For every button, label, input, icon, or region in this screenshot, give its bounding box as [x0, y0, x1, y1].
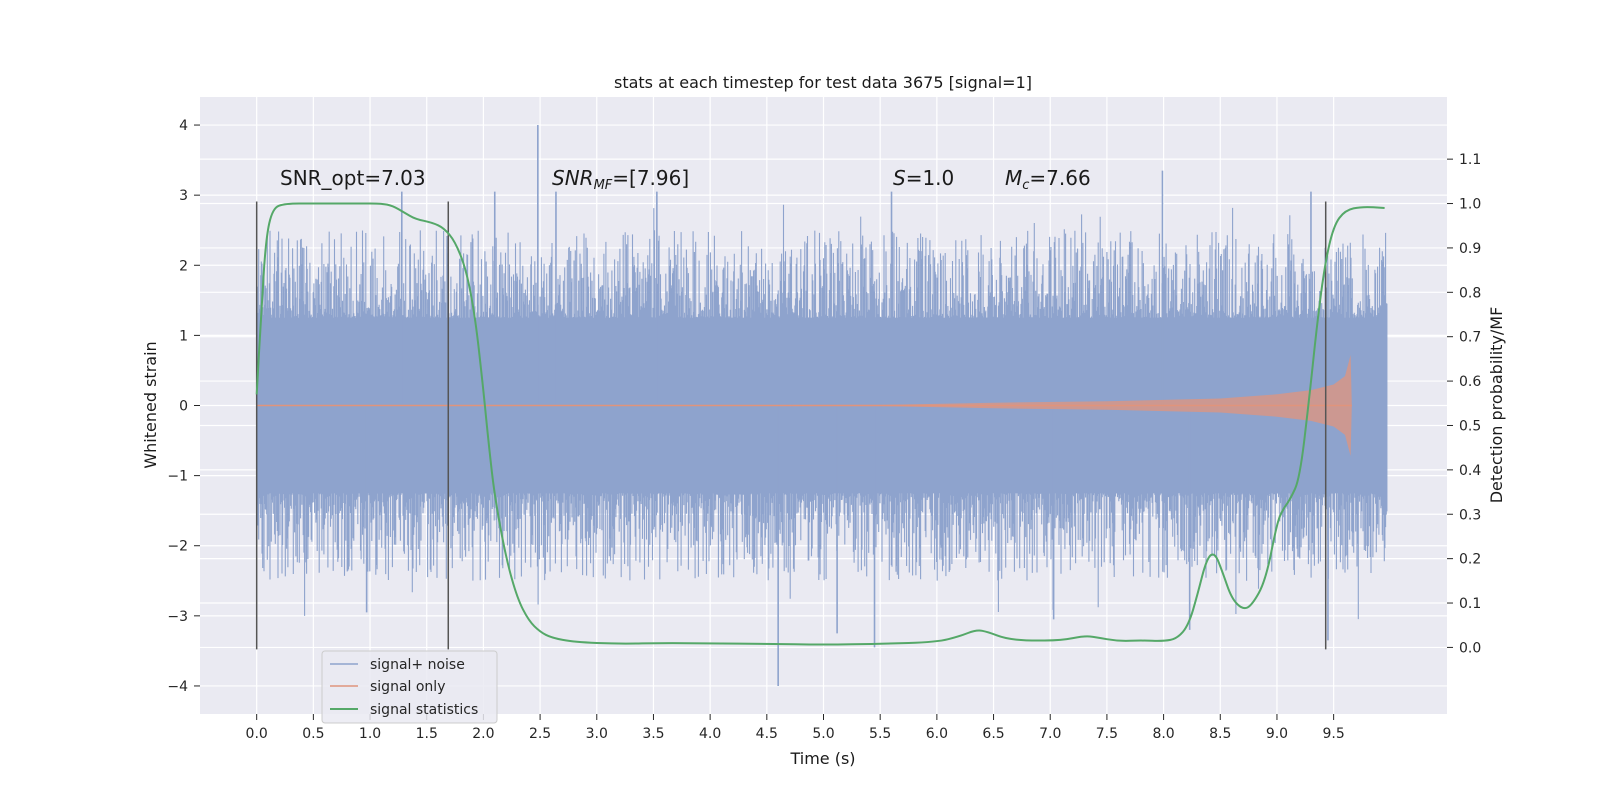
- annotation-mc-sub: c: [1022, 178, 1029, 193]
- series-signal-statistics: [255, 202, 1385, 646]
- legend: signal+ noise signal only signal statist…: [321, 650, 498, 724]
- legend-box: [321, 650, 498, 724]
- x-tick-label: 5.5: [869, 726, 891, 742]
- y2-tick-label: 0.8: [1459, 285, 1481, 301]
- annotation-mc: Mc=7.66: [1005, 166, 1091, 193]
- y2-tick-label: 0.9: [1459, 241, 1481, 257]
- annotation-mc-value: =7.66: [1029, 166, 1090, 190]
- y2-tick-label: 0.0: [1459, 640, 1481, 656]
- y-tick-label: −1: [167, 469, 188, 485]
- y-tick-label: 3: [179, 188, 188, 204]
- x-tick-label: 3.0: [586, 726, 608, 742]
- legend-label-signal-statistics: signal statistics: [370, 702, 478, 718]
- y2-tick-label: 0.3: [1459, 507, 1481, 523]
- legend-label-signal-only: signal only: [370, 679, 445, 695]
- x-tick-label: 3.5: [642, 726, 664, 742]
- x-tick-label: 1.5: [416, 726, 438, 742]
- annotation-snr-mf: SNRMF=[7.96]: [552, 166, 689, 193]
- y2-tick-label: 0.2: [1459, 552, 1481, 568]
- y2-tick-label: 1.1: [1459, 152, 1481, 168]
- x-tick-label: 0.0: [246, 726, 268, 742]
- chart-title: stats at each timestep for test data 367…: [614, 73, 1032, 92]
- annotation-mc-label: M: [1005, 166, 1022, 190]
- y-tick-label: −4: [167, 679, 188, 695]
- vertical-markers: [255, 201, 1327, 650]
- y-tick-label: 4: [179, 118, 188, 134]
- x-tick-label: 4.0: [699, 726, 721, 742]
- x-tick-label: 9.0: [1266, 726, 1288, 742]
- y-axis-label: Whitened strain: [141, 341, 160, 468]
- annotation-snr-opt: SNR_opt=7.03: [280, 166, 426, 190]
- annotation-s: S=1.0: [893, 166, 954, 190]
- x-tick-label: 2.0: [472, 726, 494, 742]
- axis-ticks: 0.0 0.5 1.0 1.5 2.0 2.5 3.0 3.5 4.0 4.5 5.0 5.5 6.0 6…: [167, 118, 1481, 742]
- y-tick-label: −2: [167, 539, 188, 555]
- y-tick-label: 0: [179, 399, 188, 415]
- annotation-s-label: S: [893, 166, 906, 190]
- y2-tick-label: 0.5: [1459, 418, 1481, 434]
- annotation-snr-mf-sub: MF: [594, 178, 613, 193]
- annotation-s-value: =1.0: [906, 166, 955, 190]
- y2-axis-label: Detection probability/MF: [1487, 307, 1506, 504]
- x-tick-label: 6.5: [982, 726, 1004, 742]
- y2-tick-label: 1.0: [1459, 197, 1481, 213]
- y2-tick-label: 0.7: [1459, 330, 1481, 346]
- y-tick-label: −3: [167, 609, 188, 625]
- statistics-line: [255, 202, 1385, 646]
- x-axis-label: Time (s): [789, 749, 855, 768]
- series-signal-only: [256, 355, 1352, 456]
- x-tick-label: 9.5: [1323, 726, 1345, 742]
- x-tick-label: 7.0: [1039, 726, 1061, 742]
- y-tick-label: 1: [179, 328, 188, 344]
- x-tick-label: 0.5: [302, 726, 324, 742]
- x-tick-label: 4.5: [756, 726, 778, 742]
- x-tick-label: 1.0: [359, 726, 381, 742]
- y2-tick-label: 0.4: [1459, 463, 1481, 479]
- x-tick-label: 2.5: [529, 726, 551, 742]
- x-tick-label: 8.5: [1209, 726, 1231, 742]
- x-tick-label: 6.0: [926, 726, 948, 742]
- y2-tick-label: 0.1: [1459, 596, 1481, 612]
- y2-tick-label: 0.6: [1459, 374, 1481, 390]
- x-tick-label: 8.0: [1152, 726, 1174, 742]
- legend-label-signal-noise: signal+ noise: [370, 657, 465, 673]
- annotation-snr-mf-suffix: =[7.96]: [612, 166, 689, 190]
- annotations: SNR_opt=7.03 SNRMF=[7.96] S=1.0 Mc=7.66: [280, 166, 1091, 193]
- x-tick-label: 7.5: [1096, 726, 1118, 742]
- annotation-snr-mf-prefix: SNR: [552, 166, 594, 190]
- y-tick-label: 2: [179, 258, 188, 274]
- x-tick-label: 5.0: [812, 726, 834, 742]
